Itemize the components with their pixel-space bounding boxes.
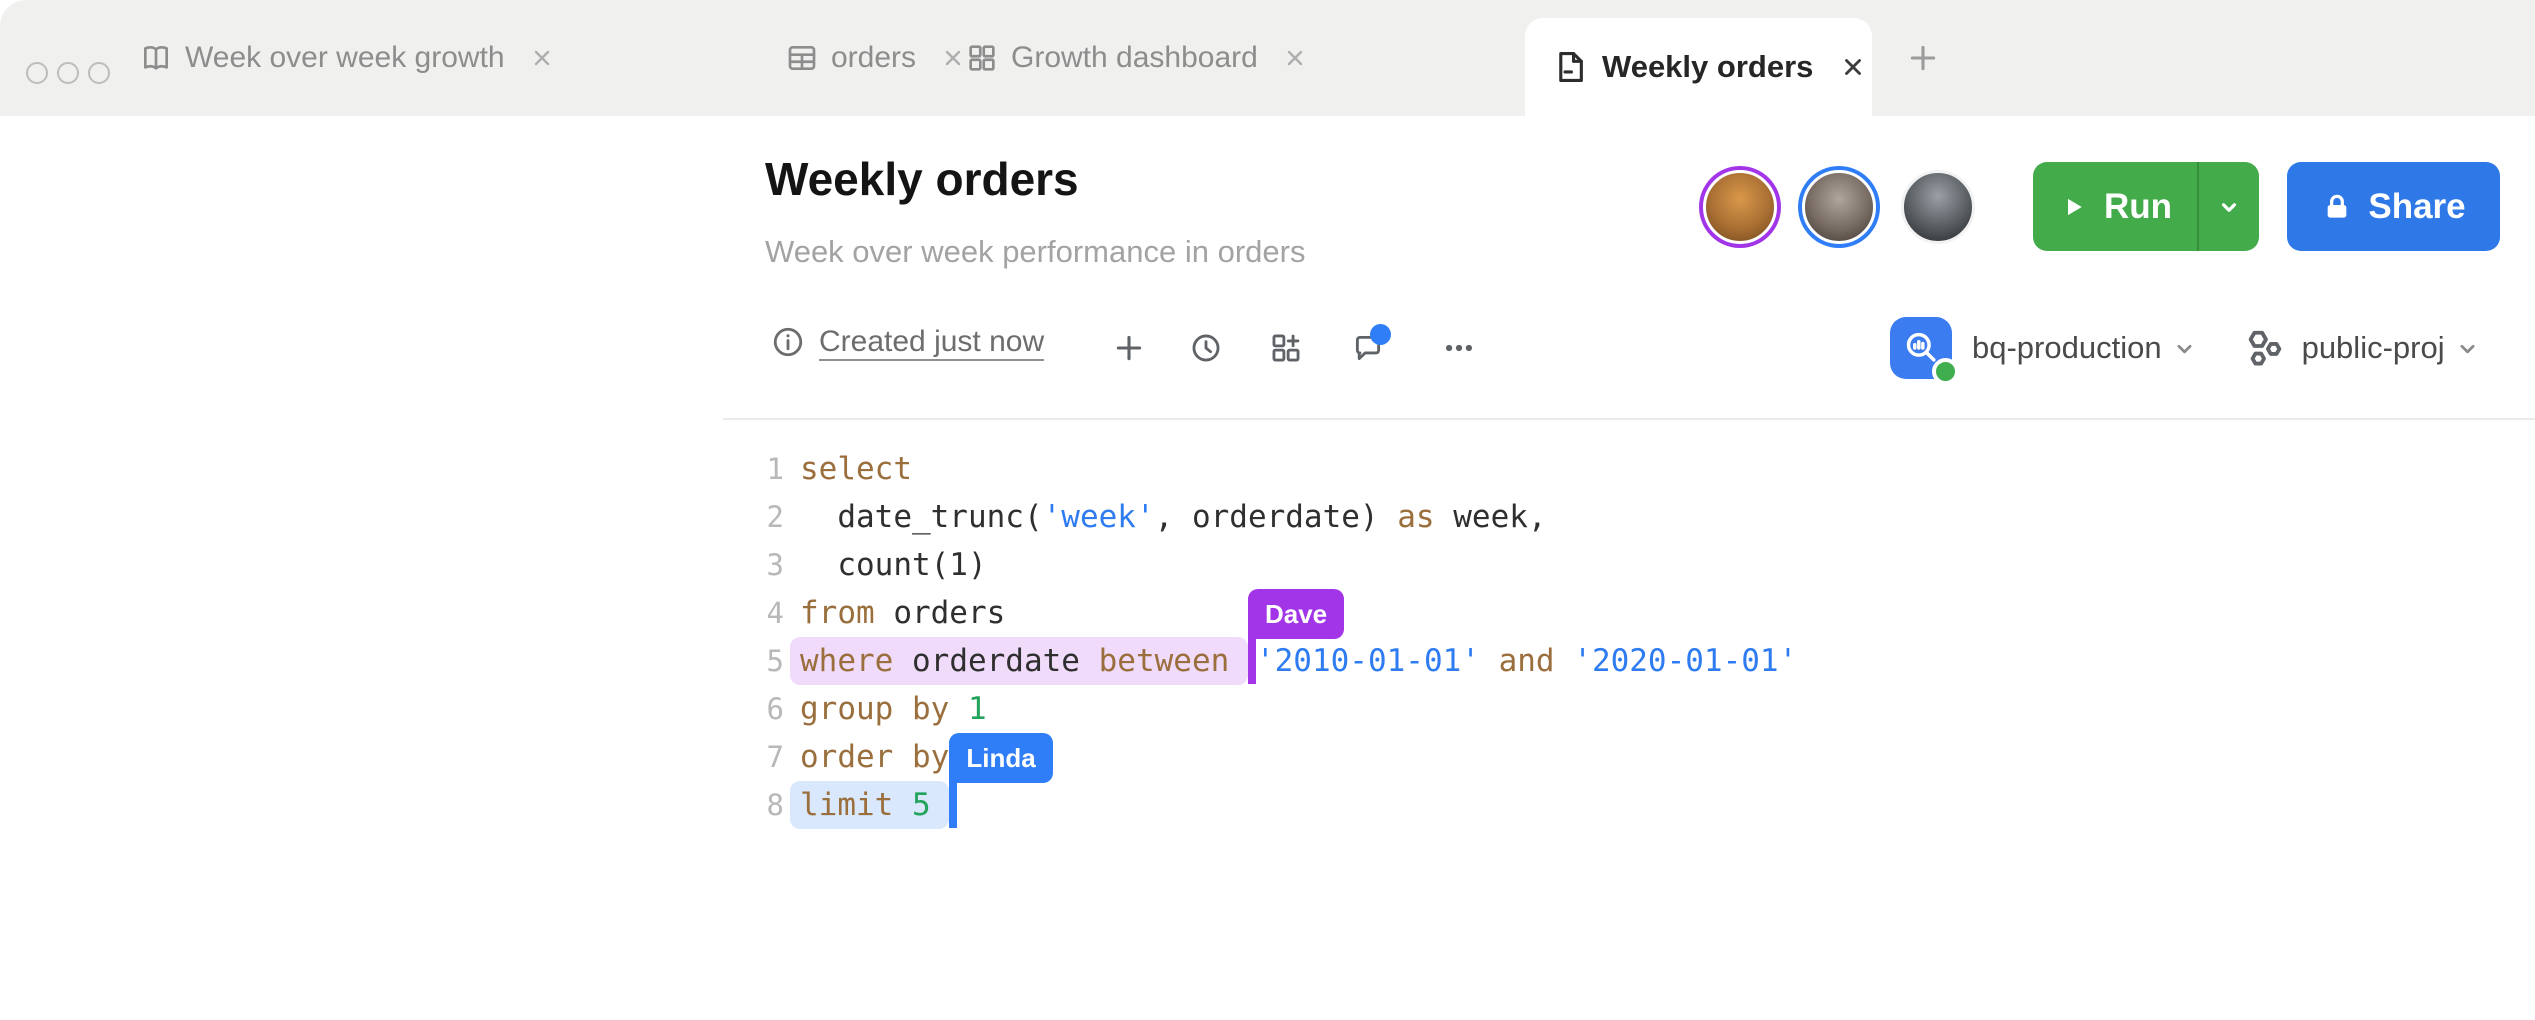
plus-icon bbox=[1906, 41, 1940, 75]
dave-caret: Dave bbox=[1247, 589, 1345, 684]
connection-status-dot bbox=[1932, 358, 1959, 385]
page-subtitle: Week over week performance in orders bbox=[765, 234, 1306, 269]
run-split-divider bbox=[2197, 162, 2199, 251]
collaborator-avatars bbox=[1699, 166, 1979, 248]
tab-bar: Week over week growth orders Growth dash… bbox=[0, 0, 2535, 116]
code-text[interactable]: date_trunc('week', orderdate) as week, bbox=[800, 499, 1547, 535]
page-title: Weekly orders bbox=[765, 153, 1079, 205]
code-line-3: 3 count(1) bbox=[723, 541, 2535, 589]
code-text[interactable]: where orderdate between Dave '2010-01-01'… bbox=[790, 589, 2535, 685]
line-number: 1 bbox=[766, 452, 784, 486]
tab-orders[interactable]: orders bbox=[786, 0, 965, 116]
sql-editor[interactable]: 1 select 2 date_trunc('week', orderdate)… bbox=[723, 445, 2535, 829]
close-icon[interactable] bbox=[1840, 54, 1866, 80]
more-options-button[interactable] bbox=[1442, 331, 1476, 365]
close-icon[interactable] bbox=[941, 46, 965, 70]
chevron-down-icon[interactable] bbox=[2171, 335, 2198, 362]
new-tab-button[interactable] bbox=[1893, 0, 1953, 116]
run-dropdown-button[interactable] bbox=[2199, 162, 2259, 251]
avatar-third[interactable] bbox=[1897, 166, 1979, 248]
code-line-4: 4 from orders bbox=[723, 589, 2535, 637]
line-number: 4 bbox=[766, 596, 784, 630]
run-button[interactable]: Run bbox=[2033, 162, 2259, 251]
avatar-dave[interactable] bbox=[1699, 166, 1781, 248]
notification-dot bbox=[1370, 324, 1391, 345]
grid-icon bbox=[966, 42, 998, 74]
window-minimize-button[interactable] bbox=[57, 62, 79, 84]
line-number: 8 bbox=[766, 788, 784, 822]
code-text[interactable]: limit 5 Linda bbox=[790, 733, 2535, 829]
linda-cursor-flag: Linda bbox=[949, 733, 1053, 783]
run-label: Run bbox=[2103, 186, 2173, 226]
comments-button[interactable] bbox=[1351, 324, 1391, 365]
dave-cursor-flag: Dave bbox=[1247, 589, 1345, 639]
table-icon bbox=[786, 42, 818, 74]
connection-group: bq-production public-proj bbox=[1890, 317, 2481, 385]
code-text[interactable]: select bbox=[800, 451, 912, 487]
add-block-button[interactable] bbox=[1269, 331, 1303, 365]
code-line-7: 7 order by bbox=[723, 733, 2535, 781]
share-label: Share bbox=[2368, 186, 2466, 226]
project-icon[interactable] bbox=[2242, 325, 2288, 371]
warehouse-icon[interactable] bbox=[1890, 317, 1959, 385]
project-name[interactable]: public-proj bbox=[2301, 330, 2445, 365]
dave-selection: where orderdate between bbox=[790, 637, 1248, 685]
info-icon bbox=[771, 325, 805, 359]
code-text[interactable]: order by bbox=[800, 739, 950, 775]
line-number: 5 bbox=[766, 644, 784, 678]
code-line-1: 1 select bbox=[723, 445, 2535, 493]
tab-label: Weekly orders bbox=[1602, 49, 1814, 84]
chevron-down-icon bbox=[2216, 194, 2242, 220]
document-icon bbox=[1553, 50, 1587, 84]
line-number: 2 bbox=[766, 500, 784, 534]
status-text[interactable]: Created just now bbox=[819, 325, 1045, 358]
avatar-linda[interactable] bbox=[1798, 166, 1880, 248]
status-group[interactable]: Created just now bbox=[771, 325, 1044, 359]
tab-weekly-orders-active[interactable]: Weekly orders bbox=[1525, 18, 1872, 116]
chevron-down-icon[interactable] bbox=[2454, 335, 2481, 362]
history-button[interactable] bbox=[1189, 331, 1223, 365]
tab-growth-dashboard[interactable]: Growth dashboard bbox=[966, 0, 1307, 116]
warehouse-name[interactable]: bq-production bbox=[1972, 330, 2162, 365]
code-line-8: 8 limit 5 Linda bbox=[723, 733, 2535, 829]
window-close-button[interactable] bbox=[26, 62, 48, 84]
main-content: Weekly orders Week over week performance… bbox=[0, 116, 2535, 1020]
code-text[interactable]: count(1) bbox=[800, 547, 987, 583]
tab-label: Growth dashboard bbox=[1011, 41, 1258, 74]
book-icon bbox=[140, 42, 172, 74]
window-controls bbox=[26, 62, 110, 84]
code-text[interactable]: group by 1 bbox=[800, 691, 987, 727]
window-zoom-button[interactable] bbox=[88, 62, 110, 84]
line-number: 3 bbox=[766, 548, 784, 582]
line-number: 6 bbox=[766, 692, 784, 726]
play-icon bbox=[2058, 192, 2088, 222]
tab-label: orders bbox=[831, 41, 917, 74]
close-icon[interactable] bbox=[1283, 46, 1307, 70]
code-line-6: 6 group by 1 bbox=[723, 685, 2535, 733]
code-text[interactable]: from orders bbox=[800, 595, 1006, 631]
linda-caret: Linda bbox=[949, 733, 1053, 828]
linda-selection: limit 5 bbox=[790, 781, 950, 829]
share-button[interactable]: Share bbox=[2287, 162, 2500, 251]
code-line-5: 5 where orderdate between Dave '2010-01-0… bbox=[723, 589, 2535, 685]
tab-week-over-week-growth[interactable]: Week over week growth bbox=[140, 0, 554, 116]
lock-icon bbox=[2321, 191, 2353, 223]
add-cell-button[interactable] bbox=[1112, 331, 1146, 365]
toolbar-divider bbox=[723, 418, 2535, 420]
tab-label: Week over week growth bbox=[185, 41, 505, 74]
line-number: 7 bbox=[766, 740, 784, 774]
code-line-2: 2 date_trunc('week', orderdate) as week, bbox=[723, 493, 2535, 541]
close-icon[interactable] bbox=[530, 46, 554, 70]
